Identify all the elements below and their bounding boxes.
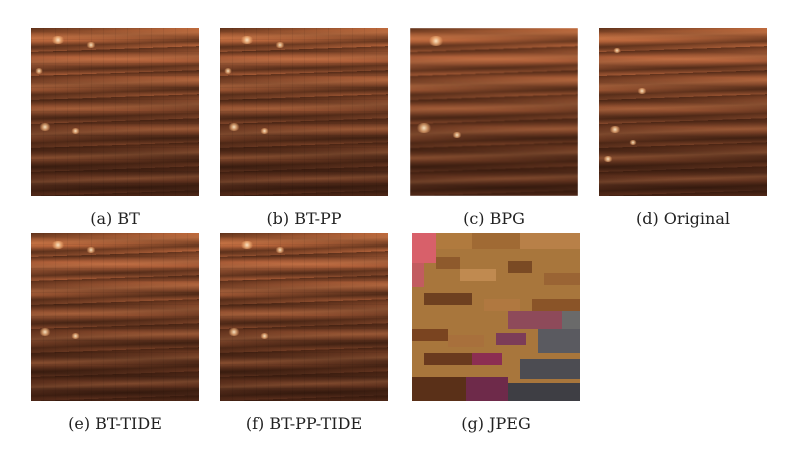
sparkle xyxy=(39,123,51,131)
sparkle xyxy=(603,156,613,162)
sparkle xyxy=(240,36,254,44)
water-texture xyxy=(31,28,199,196)
caption-b: (b) BT-PP xyxy=(266,209,342,228)
sparkle xyxy=(637,88,647,94)
sparkle xyxy=(51,241,65,249)
sparkle xyxy=(416,123,432,133)
sparkle xyxy=(428,36,444,46)
panel-bt-pp-image xyxy=(220,28,388,196)
sparkle xyxy=(613,48,621,53)
panel-jpeg-image xyxy=(412,233,580,401)
sparkle xyxy=(86,42,96,48)
water-texture xyxy=(599,28,767,196)
caption-f: (f) BT-PP-TIDE xyxy=(245,414,363,433)
sparkle xyxy=(260,333,269,339)
panel-original-image xyxy=(599,28,767,196)
water-texture xyxy=(220,233,388,401)
sparkle xyxy=(35,68,43,74)
panel-bpg-image xyxy=(410,28,578,196)
sparkle xyxy=(260,128,269,134)
caption-g: (g) JPEG xyxy=(461,414,531,433)
water-texture xyxy=(410,28,578,196)
water-texture xyxy=(220,28,388,196)
sparkle xyxy=(228,328,240,336)
sparkle xyxy=(224,68,232,74)
panel-bt-image xyxy=(31,28,199,196)
caption-d: (d) Original xyxy=(635,209,730,228)
caption-a: (a) BT xyxy=(90,209,140,228)
sparkle xyxy=(629,140,637,145)
sparkle xyxy=(275,247,285,253)
water-texture xyxy=(31,233,199,401)
sparkle xyxy=(275,42,285,48)
sparkle xyxy=(51,36,65,44)
sparkle xyxy=(609,126,621,133)
jpeg-texture xyxy=(412,233,580,401)
caption-e: (e) BT-TIDE xyxy=(68,414,162,433)
sparkle xyxy=(228,123,240,131)
caption-c: (c) BPG xyxy=(463,209,525,228)
sparkle xyxy=(86,247,96,253)
sparkle xyxy=(39,328,51,336)
sparkle xyxy=(71,128,80,134)
sparkle xyxy=(452,132,462,138)
sparkle xyxy=(240,241,254,249)
panel-bt-tide-image xyxy=(31,233,199,401)
sparkle xyxy=(71,333,80,339)
panel-bt-pp-tide-image xyxy=(220,233,388,401)
